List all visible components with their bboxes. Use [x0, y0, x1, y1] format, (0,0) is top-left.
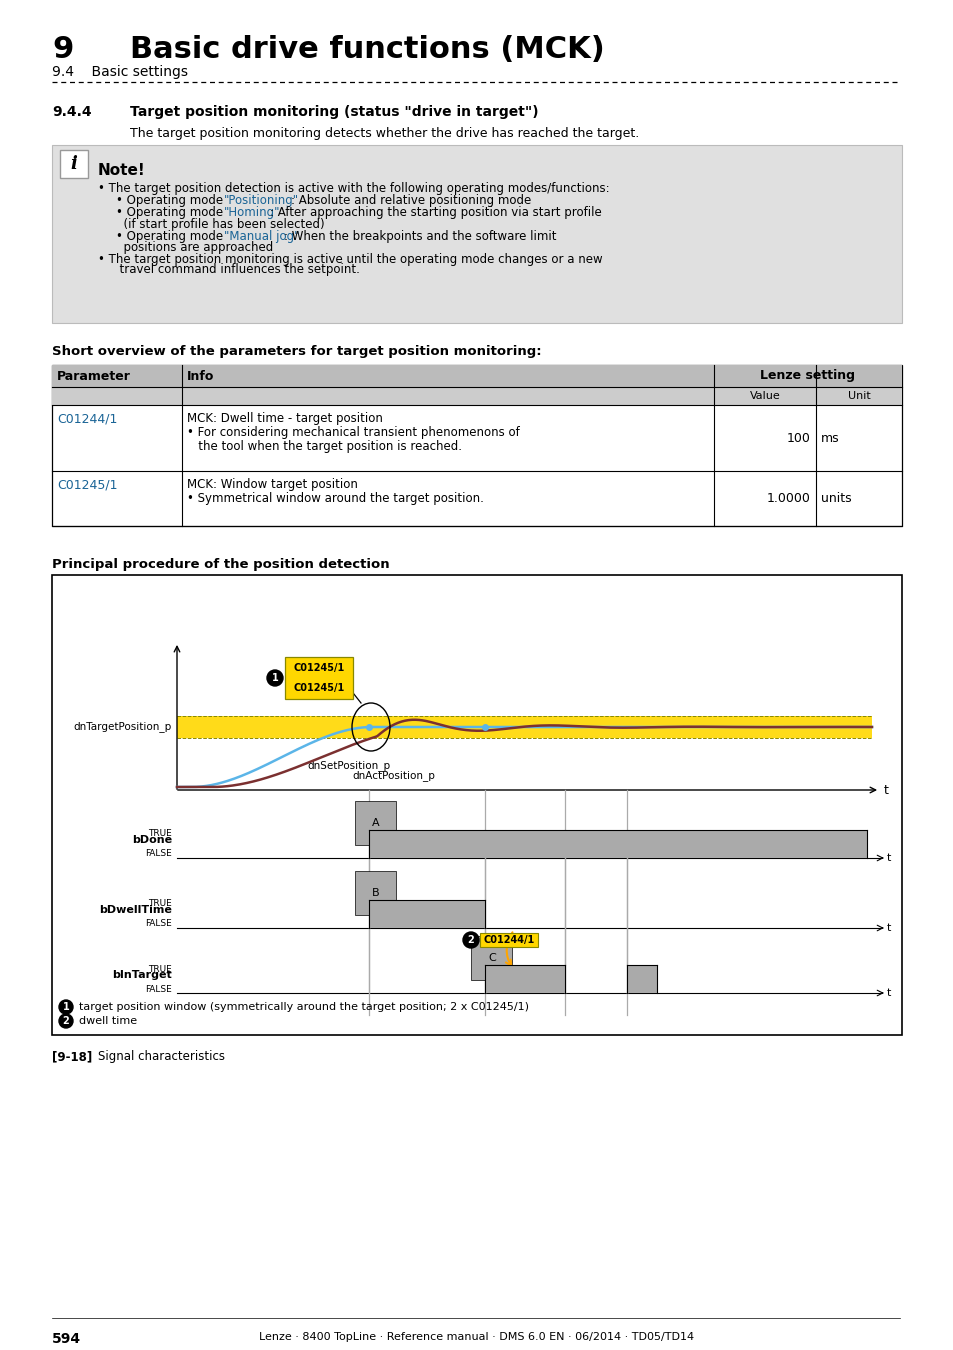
Text: The target position monitoring detects whether the drive has reached the target.: The target position monitoring detects w… [130, 127, 639, 140]
Circle shape [267, 670, 283, 686]
Bar [479, 933, 537, 946]
Text: Unit: Unit [846, 392, 869, 401]
Text: 9: 9 [52, 35, 73, 63]
Text: Short overview of the parameters for target position monitoring:: Short overview of the parameters for tar… [52, 346, 541, 358]
Text: Basic drive functions (MCK): Basic drive functions (MCK) [130, 35, 604, 63]
Bar [285, 657, 353, 699]
Text: Principal procedure of the position detection: Principal procedure of the position dete… [52, 558, 389, 571]
Text: "Positioning": "Positioning" [224, 194, 299, 207]
Text: • The target position detection is active with the following operating modes/fun: • The target position detection is activ… [98, 182, 609, 194]
Text: 2: 2 [467, 936, 474, 945]
Text: FALSE: FALSE [145, 849, 172, 859]
Text: Value: Value [749, 392, 780, 401]
Text: 9.4.4: 9.4.4 [52, 105, 91, 119]
Text: MCK: Window target position: MCK: Window target position [187, 478, 357, 491]
Text: t: t [886, 923, 890, 933]
Bar [52, 575, 901, 1035]
Text: [9-18]: [9-18] [52, 1050, 92, 1062]
Bar [52, 364, 901, 526]
Circle shape [462, 931, 478, 948]
Text: travel command influences the setpoint.: travel command influences the setpoint. [112, 263, 359, 275]
Text: : Absolute and relative positioning mode: : Absolute and relative positioning mode [291, 194, 531, 207]
Text: dwell time: dwell time [79, 1017, 137, 1026]
Text: • Operating mode: • Operating mode [116, 194, 227, 207]
Text: dnSetPosition_p: dnSetPosition_p [307, 760, 390, 771]
Circle shape [59, 1000, 73, 1014]
Text: C01245/1: C01245/1 [294, 683, 344, 693]
Text: 1: 1 [272, 674, 278, 683]
Bar [484, 965, 564, 994]
Text: TRUE: TRUE [148, 899, 172, 909]
Text: units: units [821, 491, 851, 505]
Text: t: t [883, 783, 888, 796]
Text: Note!: Note! [98, 163, 146, 178]
Text: • Operating mode: • Operating mode [116, 230, 227, 243]
Text: 594: 594 [52, 1332, 81, 1346]
Text: 9.4    Basic settings: 9.4 Basic settings [52, 65, 188, 80]
Text: C01245/1: C01245/1 [294, 663, 344, 674]
Text: (if start profile has been selected): (if start profile has been selected) [116, 217, 324, 231]
Text: 100: 100 [786, 432, 810, 444]
Text: t: t [886, 853, 890, 863]
Text: Target position monitoring (status "drive in target"): Target position monitoring (status "driv… [130, 105, 538, 119]
Text: i: i [71, 155, 77, 173]
Text: ms: ms [821, 432, 839, 444]
Text: Lenze · 8400 TopLine · Reference manual · DMS 6.0 EN · 06/2014 · TD05/TD14: Lenze · 8400 TopLine · Reference manual … [259, 1332, 694, 1342]
Text: C01244/1: C01244/1 [483, 936, 534, 945]
Text: FALSE: FALSE [145, 919, 172, 929]
Text: 1.0000: 1.0000 [766, 491, 810, 505]
Bar [52, 364, 901, 387]
Bar [52, 387, 901, 405]
Text: "Homing": "Homing" [224, 207, 280, 219]
Bar [626, 965, 657, 994]
Text: positions are approached: positions are approached [116, 242, 273, 254]
Text: • Operating mode: • Operating mode [116, 207, 227, 219]
Text: bDone: bDone [132, 836, 172, 845]
Bar [369, 830, 866, 859]
Text: : After approaching the starting position via start profile: : After approaching the starting positio… [270, 207, 601, 219]
Text: A: A [372, 818, 379, 828]
Bar [60, 150, 88, 178]
Text: C01244/1: C01244/1 [57, 412, 117, 425]
Text: 1: 1 [63, 1002, 70, 1012]
Text: dnActPosition_p: dnActPosition_p [352, 769, 435, 780]
Text: B: B [372, 888, 379, 898]
Bar [177, 716, 871, 738]
Text: • Symmetrical window around the target position.: • Symmetrical window around the target p… [187, 491, 483, 505]
Text: 2: 2 [63, 1017, 70, 1026]
Text: • The target position monitoring is active until the operating mode changes or a: • The target position monitoring is acti… [98, 252, 602, 266]
Bar [52, 144, 901, 323]
Circle shape [59, 1014, 73, 1027]
Text: C: C [488, 953, 496, 963]
Text: t: t [886, 988, 890, 998]
Text: TRUE: TRUE [148, 829, 172, 838]
Text: MCK: Dwell time - target position: MCK: Dwell time - target position [187, 412, 382, 425]
Text: TRUE: TRUE [148, 964, 172, 973]
Text: : When the breakpoints and the software limit: : When the breakpoints and the software … [284, 230, 556, 243]
Text: Signal characteristics: Signal characteristics [98, 1050, 225, 1062]
Text: target position window (symmetrically around the target position; 2 x C01245/1): target position window (symmetrically ar… [79, 1002, 529, 1012]
Text: Lenze setting: Lenze setting [760, 370, 855, 382]
Text: bInTarget: bInTarget [112, 971, 172, 980]
Text: Parameter: Parameter [57, 370, 131, 382]
Bar [369, 900, 484, 927]
Text: dnTargetPosition_p: dnTargetPosition_p [73, 721, 172, 733]
Text: Info: Info [187, 370, 214, 382]
Text: the tool when the target position is reached.: the tool when the target position is rea… [187, 440, 461, 454]
Text: C01245/1: C01245/1 [57, 478, 117, 491]
Text: "Manual jog": "Manual jog" [224, 230, 299, 243]
Text: FALSE: FALSE [145, 984, 172, 994]
Text: bDwellTime: bDwellTime [99, 904, 172, 915]
Text: • For considering mechanical transient phenomenons of: • For considering mechanical transient p… [187, 427, 519, 439]
